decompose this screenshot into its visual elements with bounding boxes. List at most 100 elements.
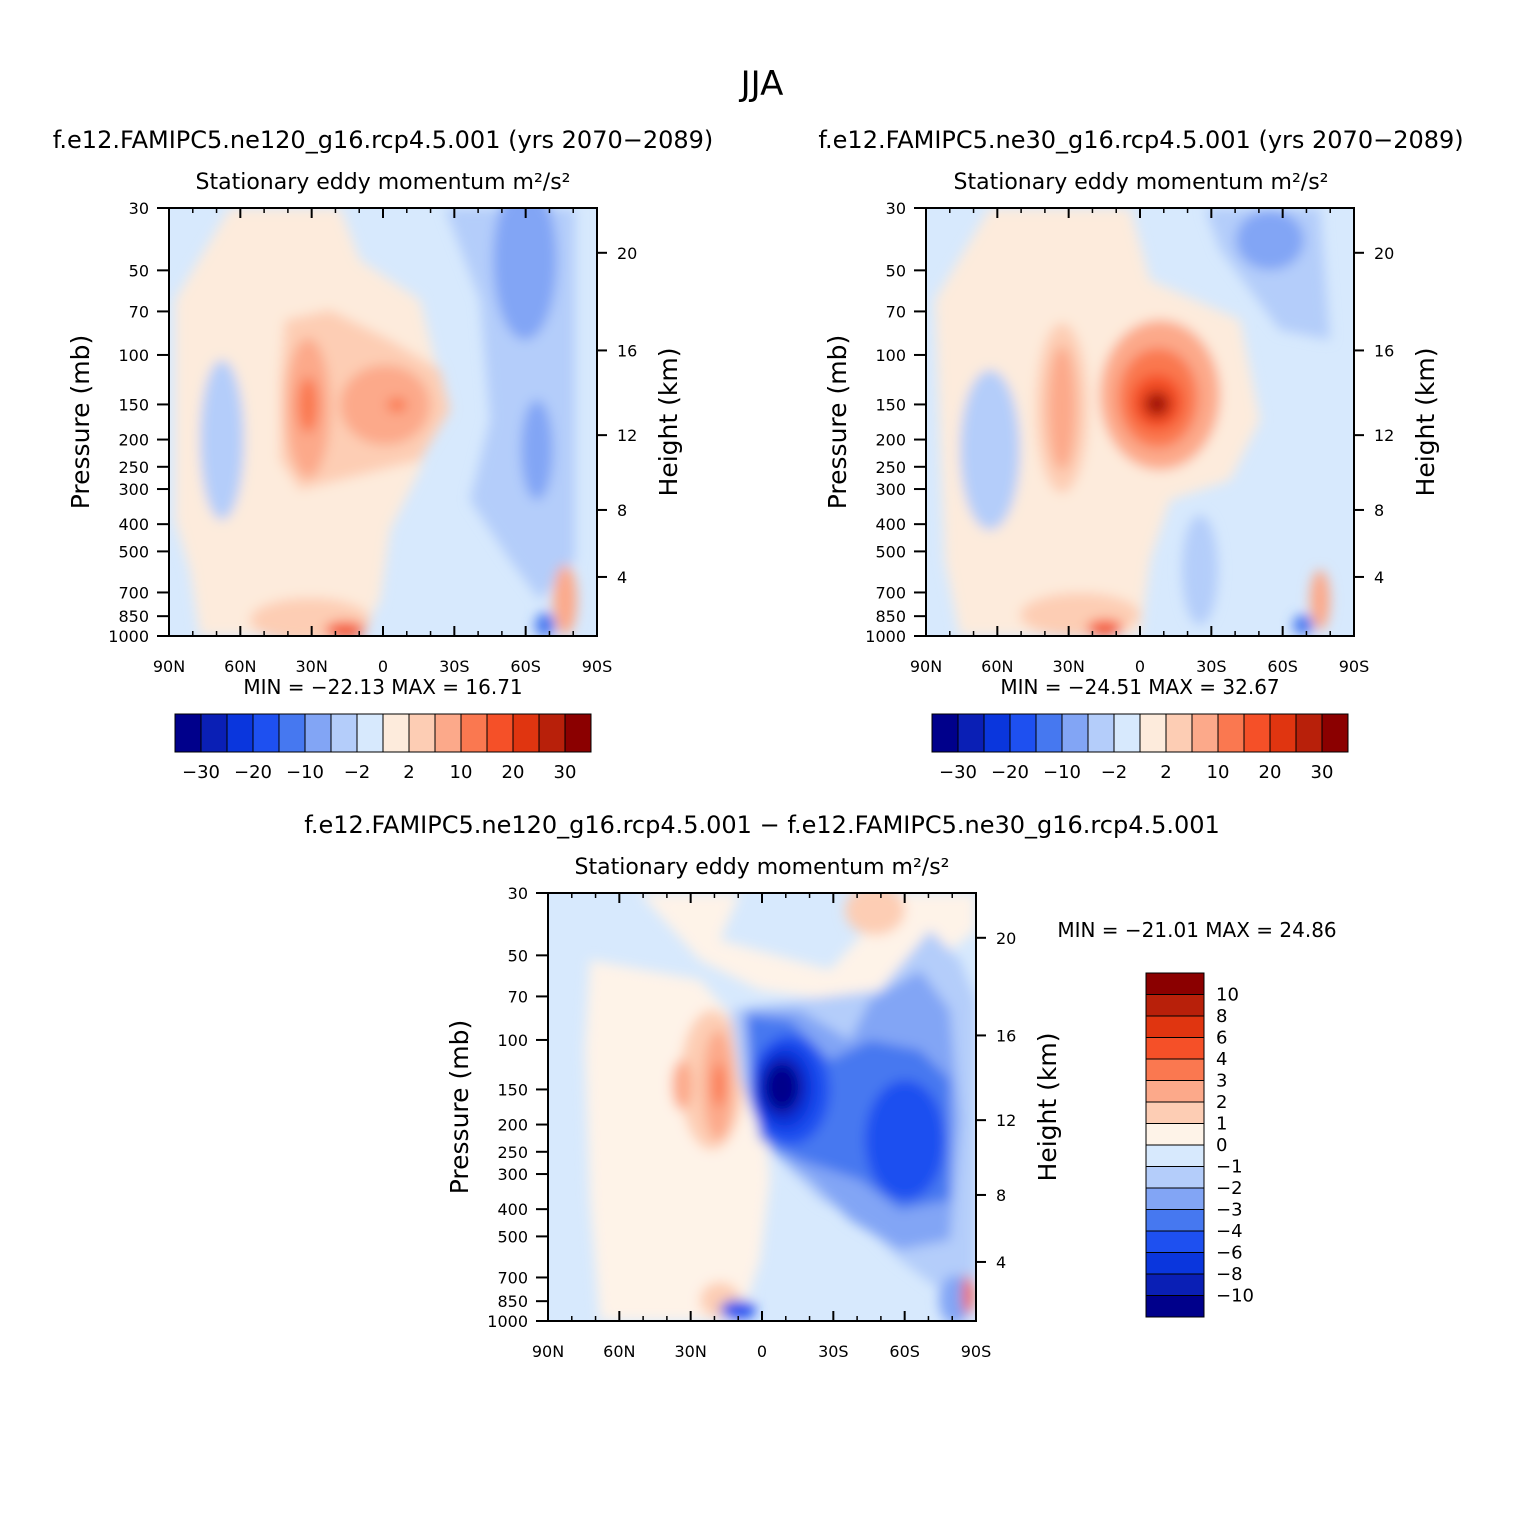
figure-title: JJA xyxy=(739,64,784,104)
colorbar-swatch xyxy=(1145,1058,1205,1081)
neg-nh xyxy=(960,370,1020,530)
colorbar-swatch xyxy=(1145,1037,1205,1060)
pos-upper-sh xyxy=(845,893,905,935)
neg-sh-upper xyxy=(1236,210,1304,270)
y2-tick-label: 16 xyxy=(617,341,637,360)
y-tick-label: 100 xyxy=(875,346,906,365)
colorbar-swatch xyxy=(1191,713,1219,753)
subtitle-ne30: Stationary eddy momentum m²/s² xyxy=(954,170,1329,195)
y2-tick-label: 4 xyxy=(1374,568,1384,587)
y-tick-label: 700 xyxy=(118,583,149,602)
axes-ne30: 90N 60N 30N 0 30S 60S 90S 30 50 70 100 150 200 250 300… xyxy=(823,199,1440,676)
colorbar-label: −2 xyxy=(344,762,371,783)
colorbar-swatch xyxy=(1269,713,1297,753)
y-tick-label: 50 xyxy=(508,946,528,965)
neg-sh-mid xyxy=(521,400,553,500)
y2-tick-label: 20 xyxy=(996,929,1016,948)
colorbar-swatch xyxy=(1217,713,1245,753)
case-title-diff: f.e12.FAMIPC5.ne120_g16.rcp4.5.001 − f.e… xyxy=(304,811,1220,839)
colorbar-swatch xyxy=(1145,1015,1205,1038)
x-tick-label: 60S xyxy=(889,1342,920,1361)
y-tick-label: 70 xyxy=(886,302,906,321)
colorbar-swatch xyxy=(1145,1209,1205,1232)
x-tick-label: 30S xyxy=(1196,657,1227,676)
sfc-sh-pos xyxy=(553,565,577,635)
stats-diff: MIN = −21.01 MAX = 24.86 xyxy=(1057,918,1336,942)
y-tick-label: 30 xyxy=(129,199,149,218)
y-tick-label: 700 xyxy=(875,583,906,602)
neg-sh-upper xyxy=(493,208,557,340)
x-tick-label: 90N xyxy=(910,657,942,676)
x-tick-label: 0 xyxy=(757,1342,767,1361)
sfc-sh-pos xyxy=(963,1275,973,1315)
x-tick-label: 90S xyxy=(961,1342,992,1361)
colorbar-label: −3 xyxy=(1216,1200,1243,1221)
x-tick-label: 0 xyxy=(378,657,388,676)
y2-tick-label: 4 xyxy=(996,1253,1006,1272)
colorbar-swatch xyxy=(957,713,985,753)
sfc-sh-pos xyxy=(1310,570,1330,630)
colorbar-swatch xyxy=(1145,1080,1205,1103)
peak-eq-core xyxy=(387,398,407,412)
x-tick-label: 90S xyxy=(582,657,613,676)
colorbar-swatch xyxy=(1087,713,1115,753)
peak-eq xyxy=(340,365,430,445)
stats-ne30: MIN = −24.51 MAX = 32.67 xyxy=(1000,675,1279,699)
subtitle-ne120: Stationary eddy momentum m²/s² xyxy=(196,170,571,195)
sfc-sh-neg xyxy=(535,613,555,636)
colorbar-swatch xyxy=(1243,713,1271,753)
colorbar-swatch xyxy=(1035,713,1063,753)
y-tick-label: 850 xyxy=(497,1292,528,1311)
y-tick-label: 150 xyxy=(875,395,906,414)
y-tick-label: 500 xyxy=(497,1227,528,1246)
colorbar-swatch xyxy=(1139,713,1167,753)
x-tick-label: 30N xyxy=(1053,657,1085,676)
axes-ne120: 90N 60N 30N 0 30S 60S 90S 30 50 70 100 150 200 250 300… xyxy=(66,199,683,676)
y2-tick-label: 12 xyxy=(1374,426,1394,445)
colorbar-label: 10 xyxy=(450,762,473,783)
y-tick-label: 300 xyxy=(875,480,906,499)
colorbar-label: 0 xyxy=(1216,1135,1227,1156)
y-tick-label: 1000 xyxy=(865,627,906,646)
y2-tick-label: 12 xyxy=(617,426,637,445)
colorbar-swatch xyxy=(434,713,462,753)
peak-30n-core xyxy=(298,377,318,433)
contour-field-diff xyxy=(548,893,976,1321)
colorbar-label: −10 xyxy=(1216,1286,1254,1307)
subtitle-diff: Stationary eddy momentum m²/s² xyxy=(575,855,950,880)
y-tick-label: 700 xyxy=(497,1268,528,1287)
colorbar-swatch xyxy=(408,713,436,753)
y-tick-label: 30 xyxy=(508,884,528,903)
stats-ne120: MIN = −22.13 MAX = 16.71 xyxy=(243,675,522,699)
y2-tick-label: 12 xyxy=(996,1111,1016,1130)
y2-tick-label: 8 xyxy=(617,501,627,520)
panel-ne120: f.e12.FAMIPC5.ne120_g16.rcp4.5.001 (yrs … xyxy=(53,126,714,783)
y-tick-label: 400 xyxy=(497,1200,528,1219)
y-tick-label: 30 xyxy=(886,199,906,218)
y2-tick-label: 16 xyxy=(996,1026,1016,1045)
case-title-ne30: f.e12.FAMIPC5.ne30_g16.rcp4.5.001 (yrs 2… xyxy=(818,126,1463,154)
pos-nh-4 xyxy=(672,1060,692,1110)
x-tick-label: 30N xyxy=(296,657,328,676)
colorbar-label: 30 xyxy=(554,762,577,783)
colorbar-swatch xyxy=(1321,713,1349,753)
y2-axis-title: Height (km) xyxy=(1033,1033,1062,1182)
colorbar-label: −2 xyxy=(1101,762,1128,783)
colorbar-label: −1 xyxy=(1216,1157,1243,1178)
colorbar-swatch xyxy=(1145,1166,1205,1189)
colorbar-label: −10 xyxy=(286,762,324,783)
x-tick-label: 90N xyxy=(532,1342,564,1361)
colorbar-ne30: −30 −20 −10 −2 2 10 20 30 xyxy=(931,713,1349,783)
neg-eq-4 xyxy=(766,1065,798,1109)
colorbar-swatch xyxy=(538,713,566,753)
x-tick-label: 60S xyxy=(1267,657,1298,676)
colorbar-swatch xyxy=(564,713,592,753)
x-tick-label: 0 xyxy=(1135,657,1145,676)
y-tick-label: 250 xyxy=(497,1143,528,1162)
y-tick-label: 850 xyxy=(875,607,906,626)
colorbar-swatch xyxy=(1113,713,1141,753)
y-tick-label: 400 xyxy=(118,515,149,534)
colorbar-swatch xyxy=(382,713,410,753)
